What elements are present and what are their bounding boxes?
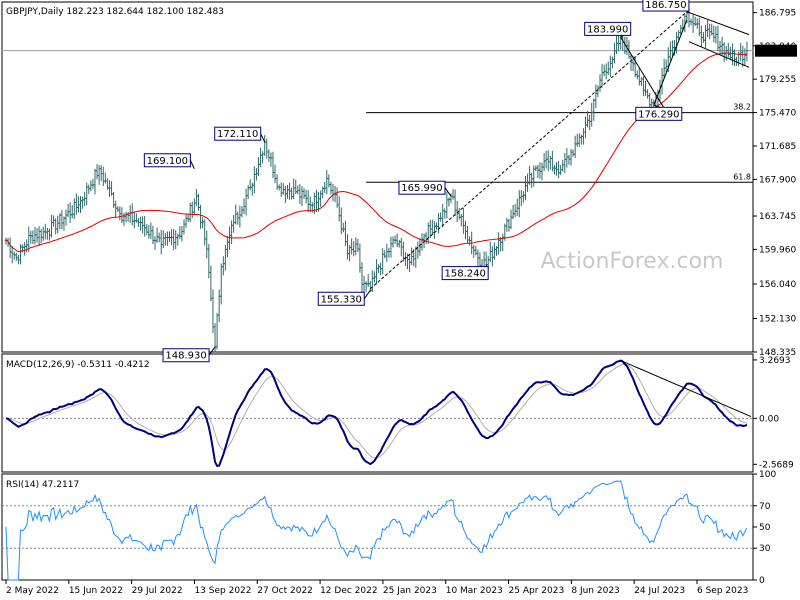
price-tick-label: 171.685	[759, 142, 796, 152]
annotation-leader	[208, 346, 216, 356]
price-tick-label: 175.470	[759, 109, 796, 119]
watermark: ActionForex.com	[541, 249, 724, 274]
x-tick-label: 25 Jan 2023	[383, 586, 437, 596]
rsi-line	[5, 480, 748, 581]
price-tick-label: 152.130	[759, 315, 796, 325]
macd-tick-label: 3.2693	[759, 356, 791, 366]
price-tick-label: 159.960	[759, 245, 796, 255]
price-tick-label: 163.745	[759, 212, 796, 222]
macd-line	[5, 359, 748, 468]
annotation-label: 183.990	[587, 24, 628, 35]
annotation-box	[143, 153, 191, 168]
annotation-label: 176.290	[638, 109, 679, 120]
x-tick-label: 13 Sep 2022	[194, 586, 251, 596]
current-price-box	[755, 44, 797, 57]
annotation-label: 158.240	[444, 269, 485, 280]
macd-panel-frame	[1, 353, 754, 473]
x-tick-label: 2 May 2022	[6, 586, 59, 596]
channel-line-lower	[688, 41, 750, 68]
x-tick-label: 12 Dec 2022	[320, 586, 378, 596]
price-tick-label: 167.900	[759, 175, 796, 185]
annotation-box	[642, 0, 690, 12]
macd-info: MACD(12,26,9) -0.5311 -0.4212	[6, 360, 150, 370]
channel-line-upper	[686, 11, 750, 36]
annotation-box	[635, 106, 683, 121]
x-tick-label: 6 Sep 2023	[697, 586, 748, 596]
price-annotations: 186.750 183.990 176.290 172.110 169.100 165.9…	[143, 0, 690, 363]
annotation-label: 186.750	[645, 0, 686, 11]
price-tick-label: 186.795	[759, 9, 796, 19]
moving-average-line	[5, 52, 747, 253]
symbol-info: GBPJPY,Daily 182.223 182.644 182.100 182…	[6, 7, 224, 17]
price-tick-label: 148.335	[759, 348, 796, 358]
macd-tick-label: -2.5689	[759, 460, 794, 470]
x-tick-label: 25 Apr 2023	[509, 586, 565, 596]
annotation-box	[214, 126, 262, 141]
price-tick-label: 156.040	[759, 280, 796, 290]
annotation-label: 172.110	[217, 129, 258, 140]
annotation-label: 148.930	[165, 351, 206, 362]
rsi-tick-label: 30	[759, 544, 771, 554]
trend-line-dashed	[369, 11, 688, 290]
x-tick-label: 10 Mar 2023	[446, 586, 503, 596]
annotation-box	[398, 180, 446, 195]
annotation-box	[584, 21, 632, 36]
annotation-leader	[363, 289, 371, 300]
annotation-box	[441, 266, 489, 281]
x-tick-label: 24 Jul 2023	[634, 586, 685, 596]
annotation-leader	[189, 160, 195, 169]
macd-tick-label: 0.00	[759, 414, 779, 424]
rsi-tick-label: 100	[759, 470, 776, 480]
x-tick-label: 15 Jun 2022	[69, 586, 123, 596]
annotation-label: 169.100	[147, 156, 188, 167]
channel-line	[653, 19, 688, 106]
rsi-info: RSI(14) 47.2117	[6, 480, 79, 490]
price-panel-frame	[1, 1, 754, 353]
annotation-leader	[260, 133, 266, 143]
x-tick-label: 29 Jul 2022	[132, 586, 183, 596]
current-price-label: 182.483	[758, 47, 795, 57]
rsi-tick-label: 70	[759, 502, 771, 512]
rsi-tick-label: 50	[759, 523, 771, 533]
x-tick-label: 8 Jun 2023	[571, 586, 619, 596]
fib-label: 38.2	[733, 103, 751, 112]
annotation-box	[162, 348, 210, 363]
x-tick-label: 27 Oct 2022	[257, 586, 313, 596]
ohlc-bars	[4, 5, 749, 353]
rsi-tick-label: 0	[759, 576, 765, 586]
annotation-label: 155.330	[321, 294, 362, 305]
annotation-label: 165.990	[401, 183, 442, 194]
annotation-box	[317, 291, 365, 306]
macd-trend-line	[620, 360, 752, 418]
annotation-leader	[444, 187, 452, 197]
fib-label: 61.8	[733, 172, 751, 181]
price-tick-label: 179.255	[759, 75, 796, 85]
channel-line	[620, 37, 669, 116]
